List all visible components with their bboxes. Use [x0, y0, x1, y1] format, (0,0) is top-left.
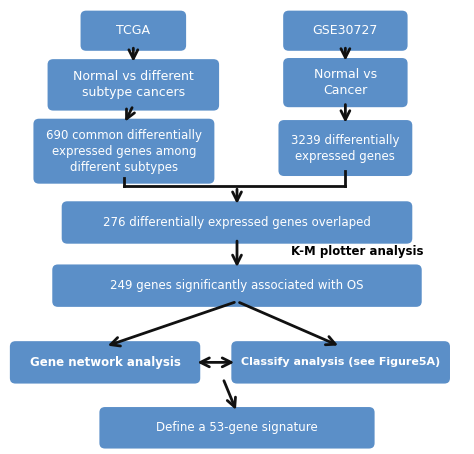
Text: 690 common differentially
expressed genes among
different subtypes: 690 common differentially expressed gene…: [46, 128, 202, 174]
FancyBboxPatch shape: [283, 58, 408, 107]
Text: 249 genes significantly associated with OS: 249 genes significantly associated with …: [110, 279, 364, 292]
FancyBboxPatch shape: [278, 120, 412, 176]
Text: K-M plotter analysis: K-M plotter analysis: [291, 245, 424, 258]
Text: Gene network analysis: Gene network analysis: [29, 356, 181, 369]
Text: Normal vs
Cancer: Normal vs Cancer: [314, 68, 377, 97]
Text: GSE30727: GSE30727: [313, 24, 378, 37]
Text: 276 differentially expressed genes overlaped: 276 differentially expressed genes overl…: [103, 216, 371, 229]
Text: 3239 differentially
expressed genes: 3239 differentially expressed genes: [291, 133, 400, 163]
Text: Define a 53-gene signature: Define a 53-gene signature: [156, 421, 318, 434]
FancyBboxPatch shape: [47, 59, 219, 111]
FancyBboxPatch shape: [52, 264, 422, 307]
Text: Normal vs different
subtype cancers: Normal vs different subtype cancers: [73, 70, 194, 99]
FancyBboxPatch shape: [81, 10, 186, 51]
FancyBboxPatch shape: [283, 10, 408, 51]
FancyBboxPatch shape: [34, 118, 214, 184]
Text: Classify analysis (see Figure5A): Classify analysis (see Figure5A): [241, 357, 440, 367]
FancyBboxPatch shape: [231, 341, 450, 384]
FancyBboxPatch shape: [10, 341, 200, 384]
FancyBboxPatch shape: [100, 407, 374, 449]
FancyBboxPatch shape: [62, 201, 412, 244]
Text: TCGA: TCGA: [116, 24, 150, 37]
